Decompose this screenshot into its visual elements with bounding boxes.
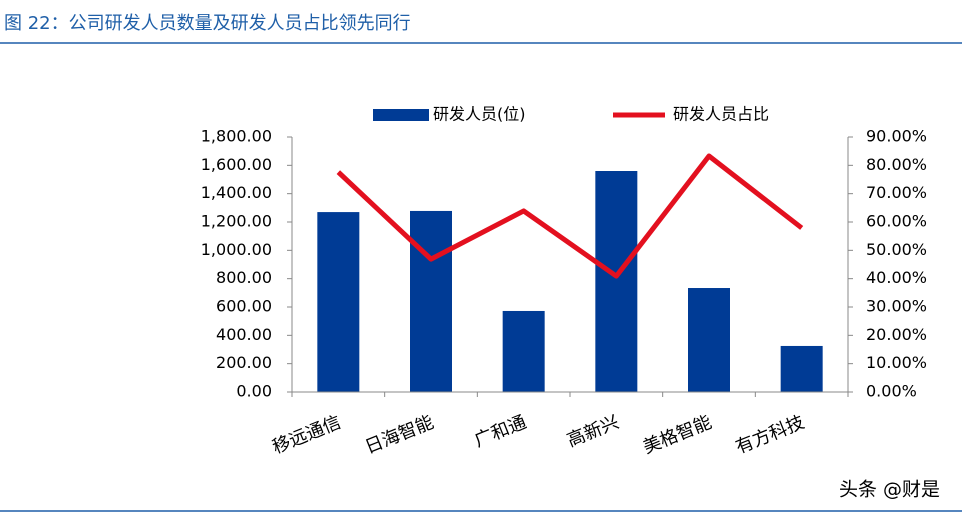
y2-tick-label: 80.00% (866, 155, 927, 174)
x-tick-label: 日海智能 (362, 412, 437, 458)
y2-tick-label: 50.00% (866, 240, 927, 259)
y-tick-label: 800.00 (216, 268, 272, 287)
x-tick-label: 广和通 (471, 412, 529, 452)
x-tick-label: 有方科技 (733, 412, 808, 458)
bar (410, 210, 452, 392)
bar (595, 171, 638, 392)
watermark: 头条 @财是 (839, 479, 940, 501)
bar (502, 310, 545, 392)
header-title: 图 22：公司研发人员数量及研发人员占比领先同行 (4, 13, 411, 34)
y-tick-label: 1,200.00 (201, 212, 272, 231)
legend-label: 研发人员占比 (673, 105, 769, 124)
y-tick-label: 1,400.00 (201, 183, 272, 202)
y-tick-label: 1,000.00 (201, 240, 272, 259)
y-tick-label: 400.00 (216, 325, 272, 344)
y-tick-label: 1,600.00 (201, 155, 272, 174)
y2-tick-label: 60.00% (866, 212, 927, 231)
bar (780, 345, 823, 392)
bar (317, 212, 360, 392)
y2-tick-label: 70.00% (866, 183, 927, 202)
y-tick-label: 1,800.00 (201, 127, 272, 146)
legend-swatch (373, 109, 429, 121)
x-tick-label: 美格智能 (640, 412, 715, 458)
y2-tick-label: 10.00% (866, 353, 927, 372)
y-tick-label: 0.00 (236, 382, 272, 401)
y2-tick-label: 20.00% (866, 325, 927, 344)
x-tick-label: 高新兴 (564, 412, 622, 452)
y-tick-label: 600.00 (216, 297, 272, 316)
y2-tick-label: 30.00% (866, 297, 927, 316)
line-series (336, 153, 804, 279)
legend-label: 研发人员(位) (433, 105, 526, 124)
y-tick-label: 200.00 (216, 353, 272, 372)
x-tick-label: 移远通信 (269, 412, 344, 458)
y2-tick-label: 90.00% (866, 127, 927, 146)
y2-tick-label: 0.00% (866, 382, 917, 401)
y2-tick-label: 40.00% (866, 268, 927, 287)
bar (688, 288, 730, 392)
